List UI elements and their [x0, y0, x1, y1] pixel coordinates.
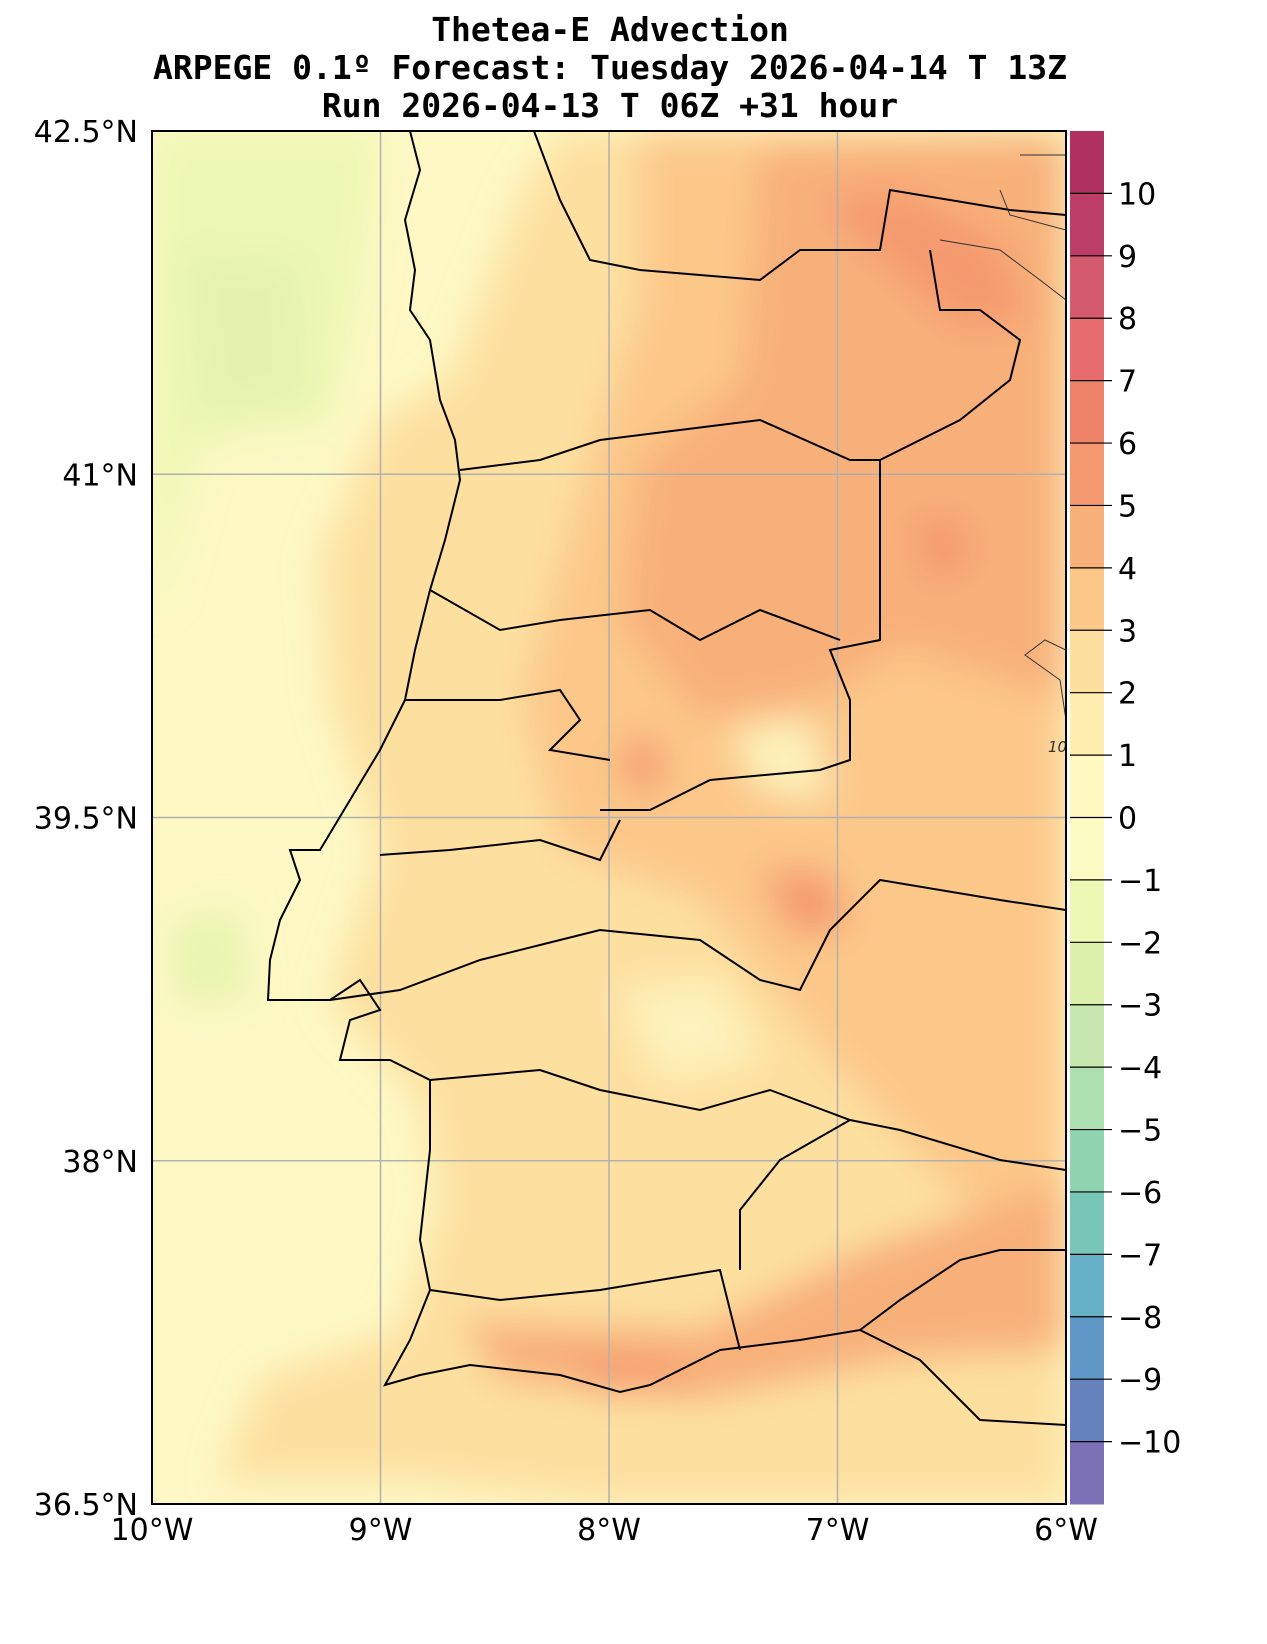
colorbar-bin — [1070, 380, 1104, 444]
colorbar-tick-label: 3 — [1118, 614, 1137, 649]
field-negative-area — [180, 250, 310, 420]
coastline — [266, 131, 1066, 1426]
colorbar-tick-label: −3 — [1118, 989, 1162, 1024]
chart-title: Thetea-E Advection — [431, 10, 789, 49]
colorbar-bin — [1070, 817, 1104, 881]
colorbar-bin — [1070, 630, 1104, 694]
colorbar-bin — [1070, 193, 1104, 257]
map-field: 10 — [152, 131, 1067, 1504]
y-tick-label: 41°N — [62, 458, 138, 493]
gridlines — [152, 131, 1066, 1504]
colorbar-bin — [1070, 942, 1104, 1006]
colorbar-tick-label: 2 — [1118, 677, 1137, 712]
colorbar-bin — [1070, 1191, 1104, 1255]
colorbar-tick-label: −6 — [1118, 1176, 1162, 1211]
colorbar-tick-label: 5 — [1118, 489, 1137, 524]
chart-subtitle: ARPEGE 0.1º Forecast: Tuesday 2026-04-14… — [153, 48, 1067, 87]
colorbar-tick-label: −1 — [1118, 864, 1162, 899]
colorbar-tick-label: 10 — [1118, 177, 1156, 212]
field-negative-area — [170, 910, 250, 1005]
colorbar-tick-label: 6 — [1118, 427, 1137, 462]
colorbar-bin — [1070, 755, 1104, 818]
contour-label: 10 — [1048, 738, 1067, 756]
y-axis: 42.5°N 41°N 39.5°N 38°N 36.5°N — [34, 115, 138, 1523]
colorbar-bin — [1070, 1067, 1104, 1131]
field-light-area — [620, 980, 760, 1080]
colorbar-tick-label: −9 — [1118, 1363, 1162, 1398]
colorbar-bin — [1070, 692, 1104, 756]
x-tick-label: 8°W — [577, 1513, 641, 1548]
colorbar-tick-label: 7 — [1118, 365, 1137, 400]
y-tick-label: 38°N — [62, 1145, 138, 1180]
colorbar-bin — [1070, 1316, 1104, 1380]
map-frame — [151, 130, 1067, 1505]
colorbar-bin — [1070, 443, 1104, 506]
colorbar-bin — [1070, 1441, 1104, 1505]
y-tick-label: 39.5°N — [34, 802, 138, 837]
x-tick-label: 6°W — [1034, 1513, 1098, 1548]
colorbar-tick-label: −2 — [1118, 926, 1162, 961]
colorbar-bin — [1070, 1379, 1104, 1443]
field-contour — [939, 154, 1066, 721]
colorbar-tick-label: −7 — [1118, 1238, 1162, 1273]
colorbar-bin — [1070, 131, 1104, 194]
field-positive-area — [760, 870, 850, 935]
run-info: Run 2026-04-13 T 06Z +31 hour — [321, 86, 899, 125]
colorbar-bin — [1070, 505, 1104, 569]
colorbar-bin — [1070, 879, 1104, 943]
y-tick-label: 36.5°N — [34, 1488, 138, 1523]
field-positive-area — [820, 190, 1030, 330]
colorbar-tick-label: −8 — [1118, 1301, 1162, 1336]
colorbar-tick-label: 1 — [1118, 739, 1137, 774]
colorbar-tick-label: −4 — [1118, 1051, 1162, 1086]
colorbar-tick-label: −10 — [1118, 1426, 1181, 1461]
y-tick-label: 42.5°N — [34, 115, 138, 150]
colorbar-tick-label: 4 — [1118, 552, 1137, 587]
colorbar-bin — [1070, 1004, 1104, 1068]
field-positive-area — [460, 1180, 1066, 1400]
field-light-area — [730, 720, 830, 800]
colorbar-bin — [1070, 1254, 1104, 1318]
colorbar-bin — [1070, 1129, 1104, 1193]
colorbar-tick-label: 8 — [1118, 302, 1137, 337]
colorbar-tick-label: 9 — [1118, 240, 1137, 275]
colorbar-bin — [1070, 318, 1104, 382]
colorbar-tick-label: 0 — [1118, 802, 1137, 837]
x-tick-label: 10°W — [111, 1513, 194, 1548]
colorbar-bin — [1070, 255, 1104, 319]
field-positive-area — [620, 740, 665, 790]
colorbar-bin — [1070, 567, 1104, 631]
field-positive-area — [560, 1360, 700, 1395]
border-lines — [329, 131, 1066, 1351]
colorbar-tick-label: −5 — [1118, 1114, 1162, 1149]
x-tick-label: 9°W — [349, 1513, 413, 1548]
x-axis: 10°W 9°W 8°W 7°W 6°W — [111, 1513, 1098, 1548]
field-positive-area — [910, 515, 975, 585]
x-tick-label: 7°W — [806, 1513, 870, 1548]
